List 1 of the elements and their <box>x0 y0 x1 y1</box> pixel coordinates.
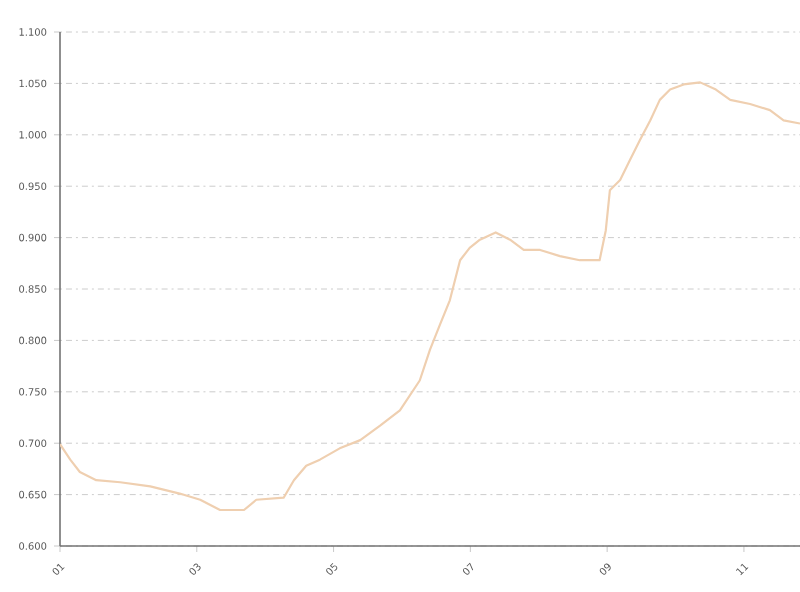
line-series <box>60 81 800 512</box>
